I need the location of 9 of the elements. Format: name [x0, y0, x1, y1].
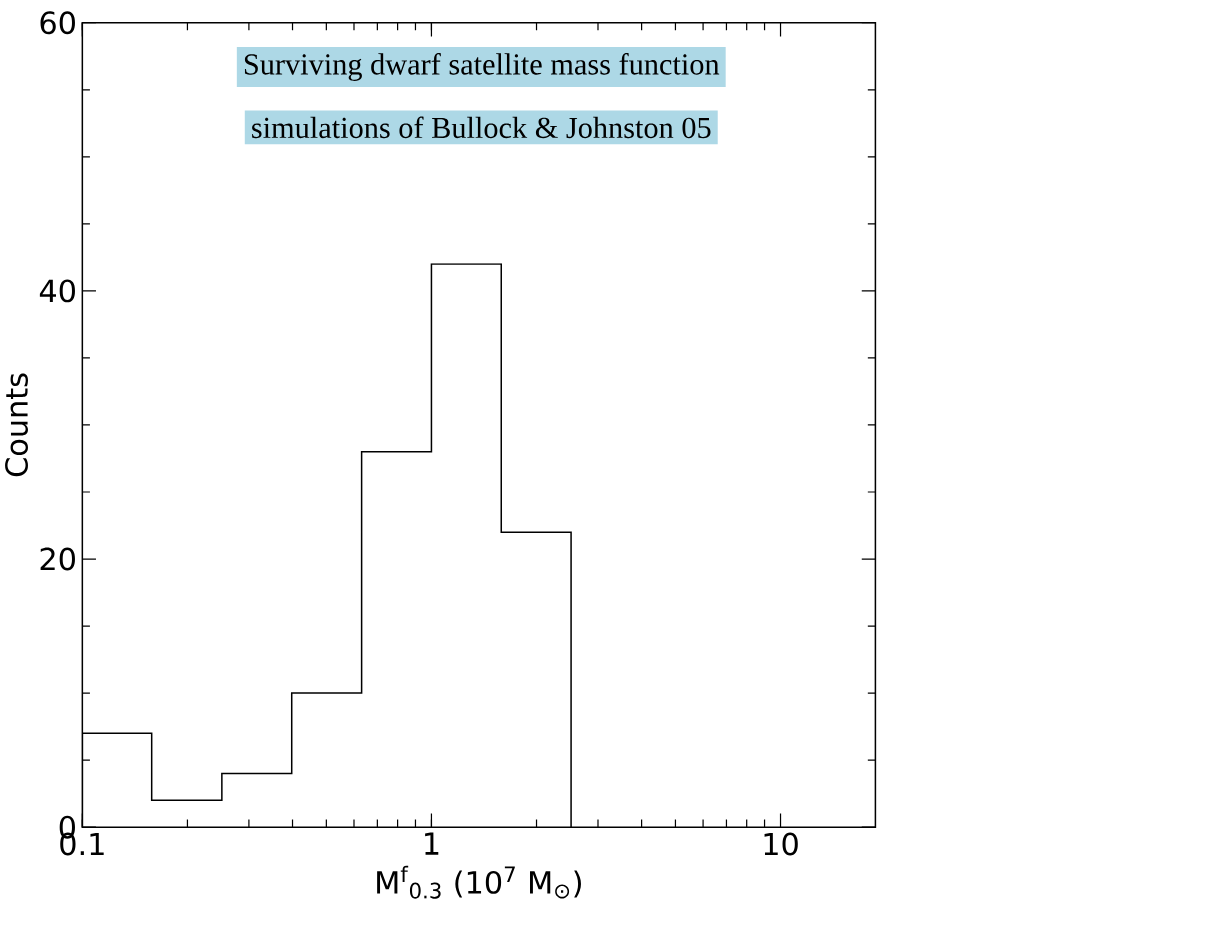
y-tick-label: 20: [40, 547, 75, 571]
text: simulations of Bullock & Johnston 05: [252, 116, 711, 139]
text: Surviving dwarf satellite mass function: [244, 53, 720, 82]
y-tick-label: 40: [39, 279, 75, 303]
x-axis-title: M$^{f}$$_{0.3}$ (10$^{7}$ M$_{⊙}$): [377, 866, 581, 899]
x-tick-label: 1: [425, 832, 439, 855]
y-axis-title: Counts: [5, 373, 28, 477]
y-tick-label: 60: [40, 11, 75, 35]
x-tick-label: 10: [764, 832, 798, 856]
